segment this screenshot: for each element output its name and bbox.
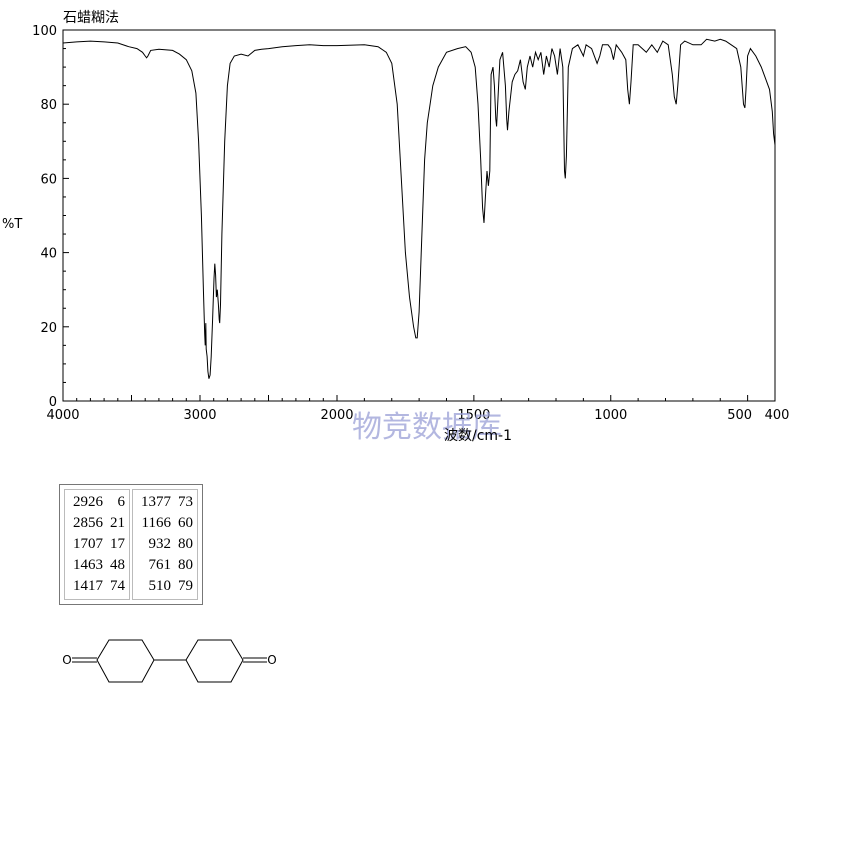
- peak-wavenumber: 932: [148, 536, 172, 552]
- molecule-structure: O O: [62, 639, 277, 683]
- peak-table-row: 510 79: [137, 576, 194, 597]
- peak-wavenumber: 761: [148, 557, 172, 573]
- peak-table-row: 761 80: [137, 555, 194, 576]
- method-label: 石蜡糊法: [63, 10, 119, 26]
- oxygen-atom-left: O: [62, 653, 71, 667]
- peak-wavenumber: 2856: [73, 515, 103, 531]
- peak-wavenumber: 1417: [73, 578, 103, 594]
- peak-table-row: 1166 60: [137, 513, 193, 534]
- spectrum-series-line: [62, 38, 776, 379]
- peak-wavenumber: 2926: [73, 494, 103, 510]
- peak-wavenumber: 510: [148, 578, 172, 594]
- peak-transmittance: 60: [178, 515, 193, 531]
- y-tick-label: 60: [40, 172, 57, 187]
- x-tick-label: 2000: [320, 408, 353, 423]
- peak-table-row: 2856 21: [69, 513, 125, 534]
- peak-transmittance: 6: [117, 494, 126, 510]
- peak-table-row: 1463 48: [69, 555, 125, 576]
- peak-transmittance: 74: [110, 578, 125, 594]
- peak-wavenumber: 1463: [73, 557, 103, 573]
- peak-transmittance: 80: [178, 557, 193, 573]
- y-axis: 0 20 40 60 80 100: [32, 24, 69, 410]
- plot-frame: [62, 29, 776, 402]
- y-axis-label: %T: [2, 217, 22, 232]
- watermark-text: 物竞数据库: [352, 410, 502, 445]
- peak-transmittance: 79: [178, 578, 193, 594]
- peak-table-row: 932 80: [137, 534, 194, 555]
- x-tick-label: 400: [765, 408, 790, 423]
- cyclohexanone-ring-right: [185, 639, 244, 683]
- x-tick-label: 1000: [594, 408, 627, 423]
- x-tick-label: 3000: [183, 408, 216, 423]
- peak-transmittance: 48: [110, 557, 125, 573]
- peak-table-row: 1707 17: [69, 534, 125, 555]
- x-axis: 4000 3000 2000 1500 1000 500 400: [46, 395, 789, 423]
- y-tick-label: 20: [40, 321, 57, 336]
- peak-wavenumber: 1707: [73, 536, 103, 552]
- y-tick-label: 100: [32, 24, 57, 39]
- oxygen-atom-right: O: [267, 653, 276, 667]
- peak-table: 2926 6 2856 21 1707 17 1463 48 1417 74 1377 73 1166…: [59, 484, 203, 605]
- peak-transmittance: 73: [178, 494, 193, 510]
- peak-table-row: 1417 74: [69, 576, 125, 597]
- y-tick-label: 0: [49, 395, 57, 410]
- peak-transmittance: 80: [178, 536, 193, 552]
- peak-table-row: 1377 73: [137, 492, 193, 513]
- x-tick-label: 4000: [46, 408, 79, 423]
- y-tick-label: 40: [40, 247, 57, 262]
- ir-spectrum-chart: 石蜡糊法 0 20 40 60 80 100 4000 3000 2000 1500 1000 50…: [2, 10, 789, 445]
- x-tick-label: 500: [727, 408, 752, 423]
- peak-table-left-column: 2926 6 2856 21 1707 17 1463 48 1417 74: [64, 489, 130, 600]
- y-tick-label: 80: [40, 98, 57, 113]
- peak-transmittance: 21: [110, 515, 125, 531]
- peak-transmittance: 17: [110, 536, 125, 552]
- x-tick-label: 1500: [457, 408, 490, 423]
- x-axis-label: 波数/cm-1: [444, 428, 512, 444]
- cyclohexanone-ring-left: [96, 639, 155, 683]
- peak-wavenumber: 1377: [141, 494, 171, 510]
- peak-table-right-column: 1377 73 1166 60 932 80 761 80 510 79: [132, 489, 198, 600]
- peak-table-row: 2926 6: [69, 492, 125, 513]
- peak-wavenumber: 1166: [141, 515, 171, 531]
